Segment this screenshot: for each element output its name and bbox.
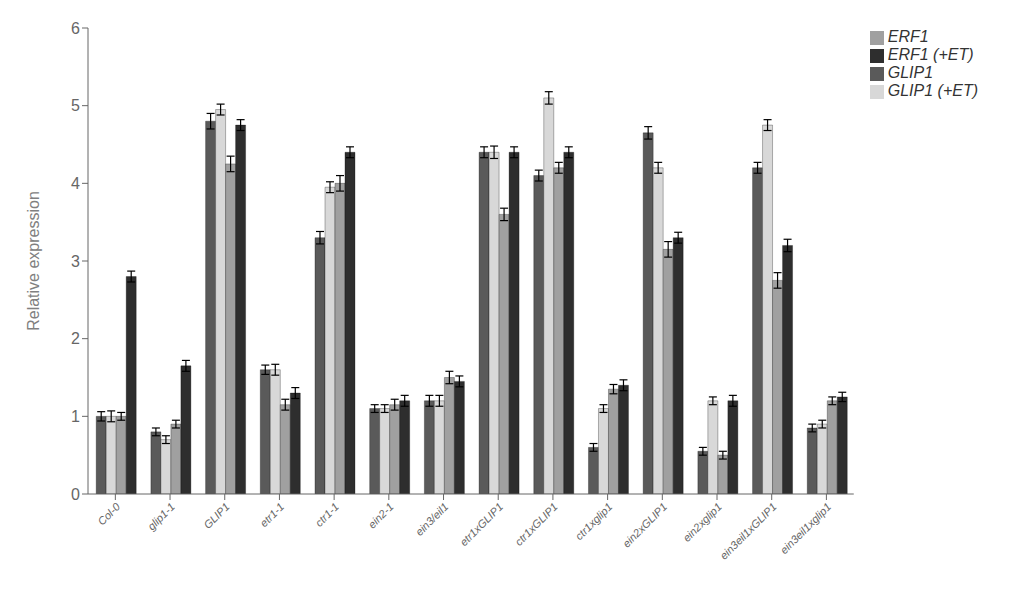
svg-text:4: 4 [71, 175, 80, 192]
svg-text:ein3eil1xGLIP1: ein3eil1xGLIP1 [717, 500, 778, 561]
svg-text:Col-0: Col-0 [95, 500, 123, 528]
svg-text:6: 6 [71, 20, 80, 37]
html-text:ERF1: ERF1 [887, 28, 929, 45]
svg-text:Relative expression: Relative expression [25, 191, 42, 331]
svg-text:ctr1-1: ctr1-1 [313, 500, 341, 528]
svg-text:1: 1 [71, 408, 80, 425]
svg-text:ctr1xGLIP1: ctr1xGLIP1 [512, 500, 559, 547]
html-text:GLIP1 (+ET): GLIP1 (+ET) [887, 82, 978, 99]
svg-text:etr1xGLIP1: etr1xGLIP1 [457, 500, 505, 548]
svg-text:etr1-1: etr1-1 [258, 500, 287, 529]
svg-text:ein2xglip1: ein2xglip1 [680, 500, 724, 544]
svg-text:5: 5 [71, 97, 80, 114]
svg-text:GLIP1: GLIP1 [201, 500, 232, 531]
svg-text:ein2xGLIP1: ein2xGLIP1 [620, 500, 669, 549]
svg-text:2: 2 [71, 330, 80, 347]
svg-text:ein3/eil1: ein3/eil1 [413, 500, 450, 537]
html-text:GLIP1: GLIP1 [887, 64, 934, 81]
svg-text:3: 3 [71, 253, 80, 270]
svg-text:ein2-1: ein2-1 [366, 500, 396, 530]
svg-text:glip1-1: glip1-1 [145, 500, 177, 532]
svg-text:ein3eil1xglip1: ein3eil1xglip1 [778, 500, 834, 556]
svg-text:0: 0 [71, 486, 80, 503]
html-text:ERF1 (+ET): ERF1 (+ET) [887, 46, 974, 63]
svg-text:ctr1xglip1: ctr1xglip1 [573, 500, 615, 542]
